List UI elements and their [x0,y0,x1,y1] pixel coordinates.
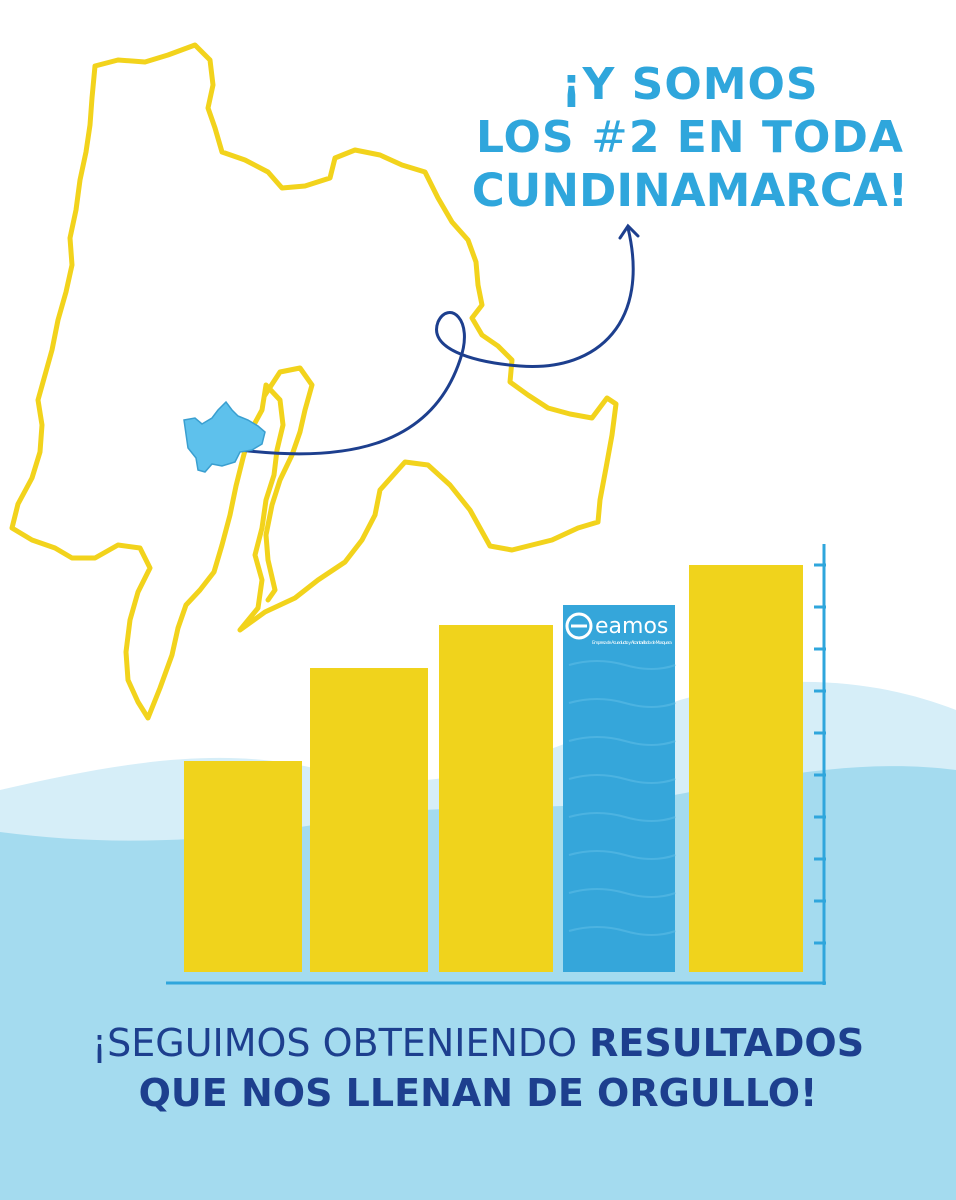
water-texture [568,698,676,708]
footer-line-2: QUE NOS LLENAN DE ORGULLO! [138,1071,818,1115]
headline-line-2-suffix: 2 EN TODA [628,112,904,163]
water-texture [568,660,676,670]
bar-series [184,565,803,972]
logo-name: eamos [595,614,668,639]
headline-line-3: CUNDINAMARCA! [471,164,909,217]
eamos-logo: eamos Empresa de Acueducto y Alcantarill… [565,612,672,646]
water-texture [568,888,676,898]
footer-line-1-light: ¡SEGUIMOS OBTENIENDO [91,1021,590,1065]
headline-hash: # [590,112,629,163]
bar [310,668,428,972]
headline-line-2: LOS #2 EN TODA [440,111,940,164]
curved-arrow-icon [238,223,640,456]
eamos-logo-icon [565,612,593,640]
bar-highlight [563,605,675,972]
water-texture [568,850,676,860]
footer-message: ¡SEGUIMOS OBTENIENDO RESULTADOS QUE NOS … [0,1018,956,1118]
chart-axes [166,544,826,985]
footer-line-1: ¡SEGUIMOS OBTENIENDO RESULTADOS [0,1018,956,1068]
headline-line-1: ¡Y SOMOS [561,59,819,110]
headline-line-2-prefix: LOS [476,112,591,163]
water-texture [568,736,676,746]
mosquera-municipality-icon [183,400,266,473]
bar [439,625,553,972]
water-texture [568,926,676,936]
logo-tagline: Empresa de Acueducto y Alcantarillado de… [592,640,672,646]
footer-line-1-bold: RESULTADOS [589,1021,865,1065]
headline: ¡Y SOMOS LOS #2 EN TODA CUNDINAMARCA! [440,58,940,217]
bar [689,565,803,972]
water-texture [568,812,676,822]
bar [184,761,302,972]
water-texture [568,774,676,784]
